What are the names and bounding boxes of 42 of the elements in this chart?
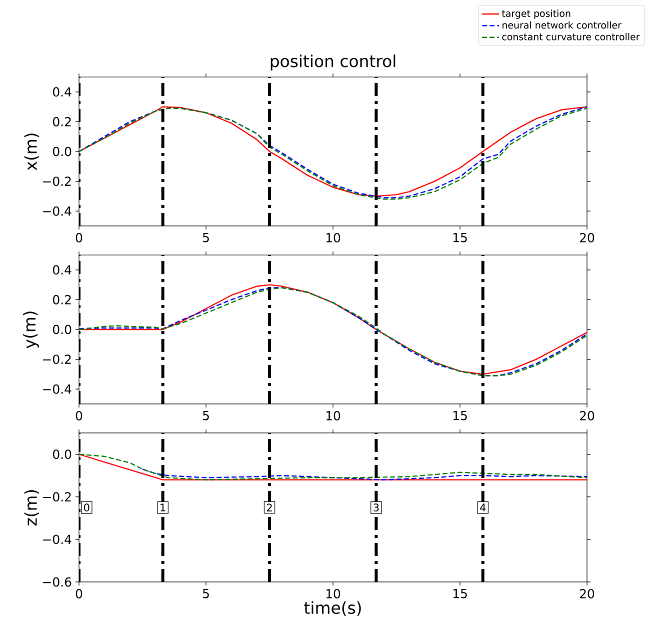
y-axis-title: x(m) — [24, 134, 39, 170]
x-tick-label: 0 — [76, 589, 82, 598]
annotation: 0 — [84, 504, 90, 512]
x-tick-label: 5 — [203, 411, 209, 420]
y-tick-label: 0.4 — [53, 87, 72, 97]
y-axis-title: y(m) — [23, 312, 39, 348]
x-tick-label: 0 — [76, 232, 82, 242]
y-axis-title: z(m) — [24, 490, 39, 526]
x-tick-label: 10 — [326, 232, 340, 242]
x-tick-label: 15 — [453, 233, 467, 242]
x-tick-label: 0 — [76, 410, 82, 420]
y-tick-label: −0.4 — [43, 384, 72, 394]
y-tick-label: 0.0 — [53, 324, 72, 334]
legend-label: target position — [502, 10, 570, 19]
y-tick-label: −0.4 — [43, 206, 72, 216]
y-tick-label: 0.4 — [53, 265, 72, 275]
legend-label: constant curvature controller — [502, 33, 640, 40]
x-tick-label: 10 — [326, 589, 340, 598]
y-tick-label: 0.2 — [53, 294, 71, 304]
x-tick-label: 5 — [203, 589, 209, 598]
annotation: 4 — [480, 504, 486, 512]
annotation: 1 — [160, 504, 166, 512]
x-tick-label: 20 — [580, 232, 594, 242]
chart-title: position control — [270, 54, 396, 70]
x-tick-label: 20 — [580, 410, 594, 420]
legend-label: neural network controller — [502, 21, 622, 29]
x-axis-title: time(s) — [304, 601, 361, 616]
y-tick-label: 0.0 — [53, 450, 72, 459]
y-tick-label: −0.2 — [43, 492, 71, 502]
y-tick-label: −0.2 — [43, 354, 71, 364]
x-tick-label: 15 — [453, 589, 467, 598]
x-tick-label: 5 — [203, 233, 209, 242]
x-tick-label: 15 — [453, 411, 467, 420]
x-tick-label: 20 — [580, 589, 594, 598]
y-tick-label: −0.2 — [43, 176, 71, 186]
annotation: 3 — [374, 504, 379, 512]
x-tick-label: 10 — [326, 410, 340, 420]
y-tick-label: −0.4 — [43, 534, 72, 544]
y-tick-label: −0.6 — [43, 577, 72, 587]
y-tick-label: 0.2 — [53, 116, 71, 126]
y-tick-label: 0.0 — [53, 146, 72, 156]
annotation: 2 — [266, 504, 272, 512]
